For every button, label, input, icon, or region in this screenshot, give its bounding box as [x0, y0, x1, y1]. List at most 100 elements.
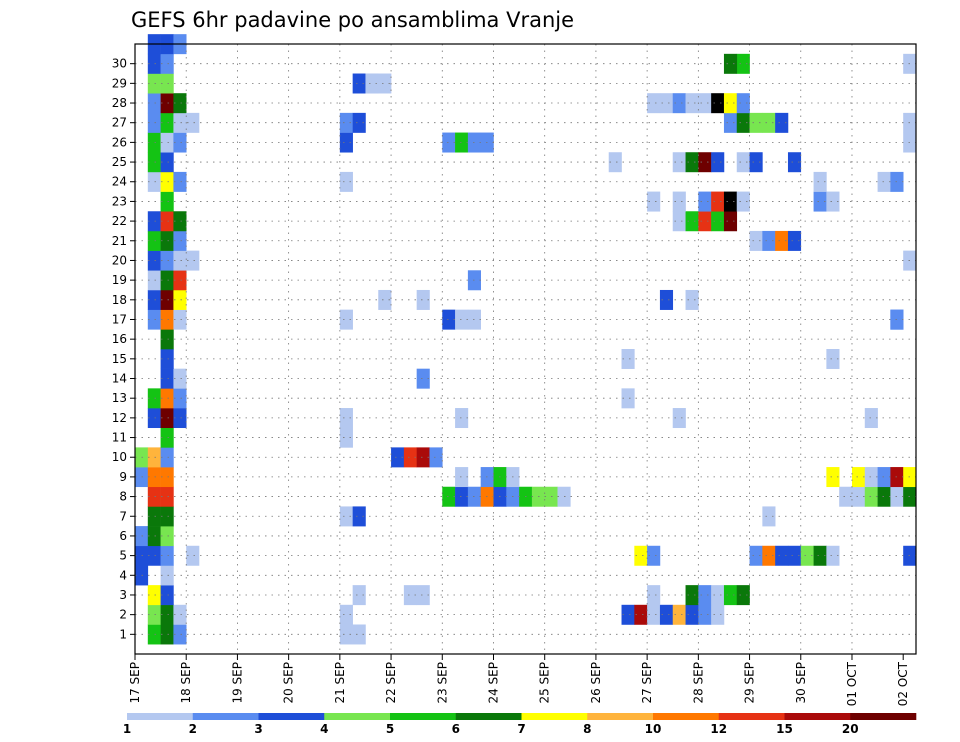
y-tick-label: 5 — [119, 549, 127, 563]
heatmap-cell — [147, 604, 161, 625]
y-tick-label: 4 — [119, 568, 127, 582]
heatmap-cell — [147, 526, 161, 547]
heatmap-cell — [647, 191, 661, 212]
heatmap-cell — [647, 545, 661, 566]
heatmap-cell — [147, 506, 161, 527]
heatmap-cell — [147, 624, 161, 645]
x-tick-label: 19 SEP — [230, 662, 244, 704]
heatmap-cell — [736, 93, 750, 114]
heatmap-cell — [147, 467, 161, 488]
heatmap-cell — [672, 211, 686, 232]
grid-lines — [135, 44, 916, 654]
heatmap-cell — [147, 152, 161, 173]
heatmap-cell — [455, 467, 469, 488]
heatmap-cell — [339, 604, 353, 625]
legend-swatch — [258, 713, 325, 720]
y-tick-label: 20 — [112, 253, 127, 267]
heatmap-cell — [455, 309, 469, 330]
legend-label: 20 — [842, 722, 859, 736]
heatmap-cell — [147, 73, 161, 94]
heatmap-cell — [659, 604, 674, 625]
heatmap-cell — [160, 526, 174, 547]
heatmap-cell — [416, 289, 430, 310]
heatmap-cell — [455, 408, 469, 429]
heatmap-cell — [442, 309, 456, 330]
heatmap-cell — [160, 112, 174, 133]
y-tick-label: 30 — [112, 57, 127, 71]
heatmap-cell — [352, 585, 366, 606]
heatmap-cell — [647, 585, 661, 606]
heatmap-cell — [787, 152, 802, 173]
heatmap-cell — [698, 604, 712, 625]
heatmap-cell — [736, 191, 750, 212]
y-tick-label: 18 — [112, 293, 127, 307]
heatmap-cell — [672, 408, 686, 429]
heatmap-cell — [147, 309, 161, 330]
heatmap-cell — [429, 447, 443, 468]
heatmap-cell — [173, 132, 187, 153]
y-tick-label: 10 — [112, 450, 127, 464]
heatmap-cell — [352, 73, 366, 94]
heatmap-cell — [160, 486, 174, 507]
heatmap-cell — [749, 112, 763, 133]
y-axis: 1234567891011121314151617181920212223242… — [112, 57, 135, 641]
heatmap-cell — [698, 152, 712, 173]
heatmap-cell — [698, 93, 712, 114]
heatmap-cell — [173, 368, 187, 389]
x-tick-label: 30 SEP — [794, 662, 808, 704]
y-tick-label: 25 — [112, 155, 127, 169]
heatmap-cell — [877, 486, 891, 507]
x-tick-label: 21 SEP — [333, 662, 347, 704]
heatmap-cell — [160, 53, 174, 74]
heatmap-cell — [339, 506, 353, 527]
heatmap-cell — [672, 93, 686, 114]
y-tick-label: 29 — [112, 76, 127, 90]
heatmap-cell — [147, 53, 161, 74]
heatmap-cell — [147, 250, 161, 271]
heatmap-cell — [736, 585, 750, 606]
heatmap-cell — [659, 93, 674, 114]
heatmap-cell — [685, 211, 699, 232]
heatmap-cell — [173, 112, 187, 133]
heatmap-cell — [160, 171, 174, 192]
heatmap-cell — [787, 545, 802, 566]
heatmap-cell — [173, 604, 187, 625]
heatmap-cell — [160, 368, 174, 389]
heatmap-cell — [813, 545, 827, 566]
heatmap-cell — [723, 211, 738, 232]
heatmap-cell — [736, 53, 750, 74]
heatmap-cell — [442, 486, 456, 507]
x-tick-label: 02 OCT — [896, 661, 910, 706]
x-tick-label: 20 SEP — [282, 662, 296, 704]
legend-label: 5 — [386, 722, 394, 736]
heatmap-cell — [339, 132, 353, 153]
heatmap-cell — [647, 93, 661, 114]
heatmap-cell — [698, 211, 712, 232]
x-tick-label: 17 SEP — [128, 662, 142, 704]
heatmap-cell — [762, 506, 776, 527]
legend-label: 1 — [123, 722, 131, 736]
heatmap-cell — [851, 486, 866, 507]
heatmap-cell — [173, 624, 187, 645]
y-tick-label: 3 — [119, 588, 127, 602]
heatmap-cell — [787, 230, 802, 251]
legend-swatch — [127, 713, 194, 720]
heatmap-cell — [749, 545, 763, 566]
legend-swatch — [192, 713, 259, 720]
x-tick-label: 27 SEP — [640, 662, 654, 704]
heatmap-cell — [339, 427, 353, 448]
heatmap-cell — [352, 506, 366, 527]
heatmap-cell — [160, 309, 174, 330]
x-tick-label: 24 SEP — [486, 662, 500, 704]
heatmap-cell — [864, 467, 878, 488]
x-tick-label: 26 SEP — [589, 662, 603, 704]
legend-label: 12 — [710, 722, 727, 736]
heatmap-cell — [147, 388, 161, 409]
heatmap-cell — [826, 467, 840, 488]
color-legend: 1 2 3 4 5 6 7 8 10 12 15 20 — [123, 713, 917, 736]
heatmap-cell — [160, 73, 174, 94]
heatmap-cell — [160, 585, 174, 606]
heatmap-cell — [160, 152, 174, 173]
heatmap-cell — [685, 604, 699, 625]
heatmap-cell — [826, 545, 840, 566]
